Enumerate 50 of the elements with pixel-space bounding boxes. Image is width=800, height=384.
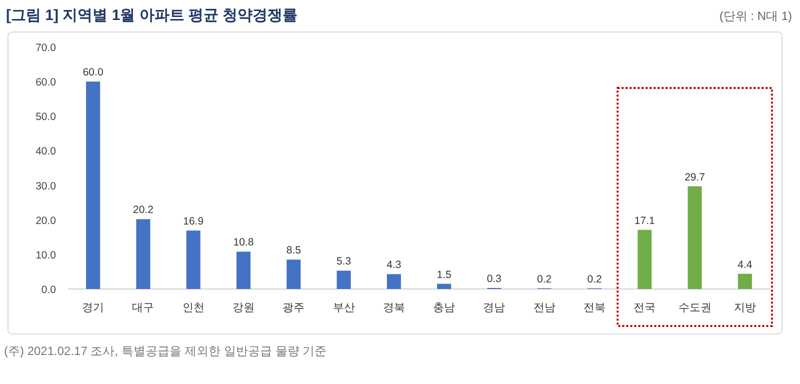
y-tick-label: 20.0	[36, 214, 56, 227]
bar	[688, 186, 702, 289]
x-tick-label: 경기	[82, 302, 104, 314]
y-tick-label: 70.0	[36, 42, 56, 54]
x-tick-label: 전남	[533, 302, 556, 314]
data-label: 0.3	[486, 272, 502, 285]
data-label: 10.8	[233, 236, 254, 249]
x-tick-label: 광주	[282, 302, 305, 314]
bar	[386, 274, 401, 289]
data-label: 8.5	[286, 244, 302, 257]
x-tick-label: 경북	[382, 302, 405, 314]
x-tick-label: 충남	[433, 302, 456, 314]
x-tick-label: 전국	[634, 302, 656, 314]
y-tick-label: 40.0	[36, 146, 56, 158]
bar	[738, 274, 752, 289]
x-tick-label: 인천	[182, 302, 204, 314]
x-tick-label: 전북	[584, 302, 606, 314]
bar	[336, 270, 351, 289]
y-tick-label: 10.0	[36, 249, 56, 262]
bar	[136, 219, 150, 289]
data-label: 16.9	[183, 216, 204, 228]
data-label: 5.3	[336, 256, 352, 268]
data-label: 0.2	[587, 273, 602, 286]
data-label: 0.2	[537, 273, 552, 286]
y-tick-label: 60.0	[36, 76, 56, 89]
data-label: 29.7	[684, 171, 706, 184]
bar	[236, 252, 251, 289]
x-tick-label: 지방	[734, 302, 756, 314]
bar	[186, 230, 200, 289]
bar	[86, 82, 100, 289]
chart-title: [그림 1] 지역별 1월 아파트 평균 청약경쟁률	[6, 7, 298, 24]
bar	[437, 284, 452, 289]
data-label: 4.3	[386, 259, 402, 272]
data-label: 4.4	[738, 258, 752, 271]
chart-subtitle: (단위 : N대 1)	[719, 9, 792, 23]
y-tick-label: 50.0	[36, 111, 56, 124]
x-tick-label: 부산	[332, 302, 355, 314]
data-label: 1.5	[436, 268, 452, 281]
text: (주) 2021.02.17 조사, 특별공급을 제외한 일반공급 물량 기준	[4, 344, 327, 358]
data-label: 60.0	[82, 66, 104, 79]
data-label: 20.2	[132, 204, 154, 216]
x-tick-label: 강원	[232, 302, 254, 314]
x-tick-label: 대구	[132, 302, 154, 314]
data-label: 17.1	[634, 214, 656, 227]
y-tick-label: 30.0	[36, 180, 56, 192]
y-tick-label: 0.0	[41, 284, 56, 296]
x-tick-label: 경남	[483, 302, 506, 314]
bar	[286, 260, 301, 289]
x-tick-label: 수도권	[678, 302, 712, 314]
bar	[638, 230, 652, 289]
